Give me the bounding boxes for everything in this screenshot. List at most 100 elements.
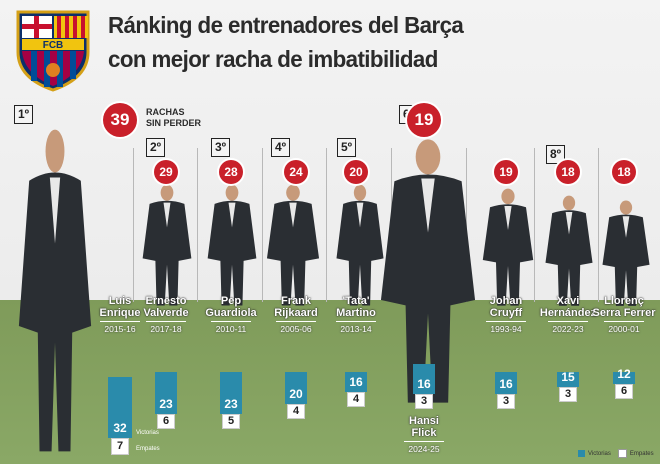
name-underline-8: [604, 321, 644, 322]
streak-circle-5: 19: [407, 103, 441, 137]
coach-photo-8: [598, 200, 654, 308]
name-underline-2: [211, 321, 251, 322]
victorias-bar-4: [345, 372, 367, 392]
separator-line: [466, 148, 467, 302]
victorias-value-8: 12: [617, 367, 631, 381]
legend-victorias-swatch: [578, 450, 585, 457]
victorias-value-1: 23: [159, 397, 173, 411]
separator-line: [262, 148, 263, 302]
season-6: 1993-94: [490, 324, 522, 334]
season-3: 2005-06: [280, 324, 312, 334]
rank-box-5: 6º: [399, 105, 419, 124]
rank-box-4: 5º: [337, 138, 357, 157]
separator-line: [197, 148, 198, 302]
empates-value-2: 5: [222, 414, 240, 429]
legend-victorias-label: Victorias: [588, 450, 611, 457]
rank-box-1: 2º: [146, 138, 166, 157]
coach-photo-7: [541, 195, 597, 308]
streak-caption: RACHAS SIN PERDER: [146, 107, 201, 129]
streak-circle-4: 20: [344, 160, 368, 184]
name-underline-3: [276, 321, 316, 322]
victorias-bar-0: [108, 377, 132, 438]
empates-value-8: 6: [615, 384, 633, 400]
victorias-bar-8: [613, 372, 635, 384]
coach-photo-1: [138, 184, 196, 308]
victorias-value-7: 15: [561, 370, 575, 384]
victorias-bar-5: [413, 363, 435, 394]
separator-line: [133, 148, 134, 302]
streak-caption-line-1: RACHAS: [146, 107, 185, 117]
season-1: 2017-18: [150, 324, 182, 334]
victorias-bar-2: [220, 372, 242, 414]
separator-line: [598, 148, 599, 302]
streak-circle-3: 24: [284, 160, 308, 184]
season-5: 2024-25: [408, 444, 440, 454]
crest-text: FCB: [43, 40, 64, 51]
legend: Victorias Empates: [578, 449, 654, 458]
streak-circle-2: 28: [219, 160, 243, 184]
victorias-value-3: 20: [289, 387, 303, 401]
empates-value-1: 6: [157, 414, 175, 430]
coach-photo-5: [372, 138, 484, 408]
empates-value-7: 3: [559, 387, 577, 402]
rank-box-3: 4º: [271, 138, 291, 157]
season-7: 2022-23: [552, 324, 584, 334]
victorias-value-5: 16: [417, 377, 431, 391]
legend-empates-swatch: [617, 449, 627, 458]
rank-box-7: 8º: [546, 145, 566, 164]
victorias-value-0: 32: [113, 421, 127, 435]
victorias-bar-3: [285, 372, 307, 404]
victorias-bar-6: [495, 372, 517, 394]
coach-name-6: Johan Cruyff: [489, 295, 523, 319]
streak-circle-1: 29: [154, 160, 178, 184]
coach-name-2: Pep Guardiola: [205, 295, 257, 319]
season-4: 2013-14: [340, 324, 372, 334]
victorias-bar-1: [155, 372, 177, 414]
coach-photo-3: [262, 184, 324, 308]
coach-name-8: Llorenç Serra Ferrer: [592, 295, 656, 319]
season-2: 2010-11: [215, 324, 247, 334]
coach-photo-0: [12, 128, 98, 458]
name-underline-5: [404, 441, 444, 442]
coach-name-7: Xavi Hernández: [539, 295, 597, 319]
streak-caption-line-2: SIN PERDER: [146, 118, 202, 128]
separator-line: [326, 148, 327, 302]
rank-box-0: 1º: [14, 105, 34, 124]
separator-line: [534, 148, 535, 302]
streak-circle-7: 18: [556, 160, 580, 184]
coach-name-3: Frank Rijkaard: [274, 295, 318, 319]
chart-title-line-2: con mejor racha de imbatibilidad: [108, 46, 438, 72]
victorias-value-4: 16: [349, 375, 363, 389]
empates-value-3: 4: [287, 404, 305, 419]
season-0: 2015-16: [104, 324, 136, 334]
season-8: 2000-01: [608, 324, 640, 334]
victorias-label-small: Victorias: [136, 430, 159, 436]
victorias-value-6: 16: [499, 377, 513, 391]
streak-circle-8: 18: [612, 160, 636, 184]
streak-circle-0: 39: [103, 103, 137, 137]
empates-value-0: 7: [111, 438, 129, 456]
streak-circle-6: 19: [494, 160, 518, 184]
coach-name-4: 'Tata' Martino: [336, 295, 376, 319]
coach-photo-2: [203, 184, 261, 308]
victorias-value-2: 23: [224, 397, 238, 411]
coach-name-1: Ernesto Valverde: [143, 295, 189, 319]
empates-value-5: 3: [415, 394, 433, 409]
name-underline-0: [100, 321, 140, 322]
name-underline-7: [548, 321, 588, 322]
separator-line: [391, 148, 392, 302]
rank-box-2: 3º: [211, 138, 231, 157]
coach-name-0: Luis Enrique: [99, 295, 141, 319]
victorias-bar-7: [557, 372, 579, 387]
coach-photo-4: [332, 184, 388, 308]
name-underline-6: [486, 321, 526, 322]
empates-value-4: 4: [347, 392, 365, 407]
empates-value-6: 3: [497, 394, 515, 409]
empates-label-small: Empates: [136, 446, 160, 452]
coach-name-5: Hansi Flick: [409, 415, 439, 439]
legend-empates-label: Empates: [629, 450, 654, 457]
name-underline-1: [146, 321, 186, 322]
chart-title-line-1: Ránking de entrenadores del Barça: [108, 12, 464, 38]
name-underline-4: [336, 321, 376, 322]
